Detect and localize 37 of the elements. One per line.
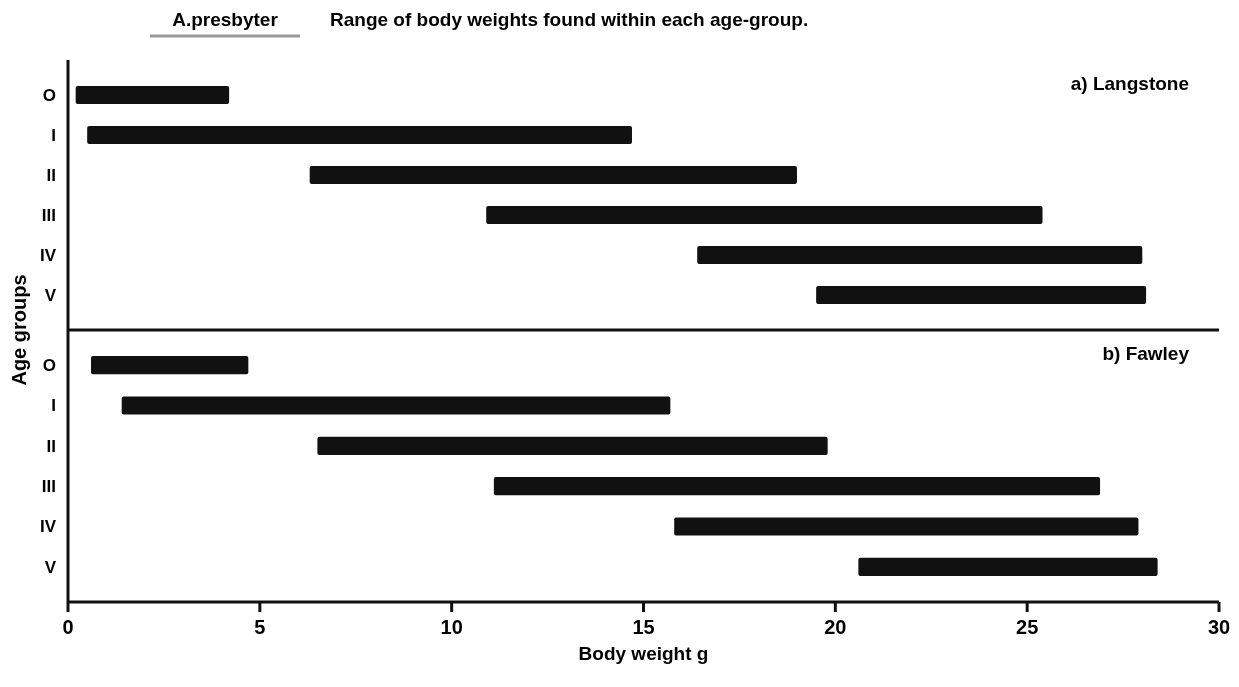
bar [486, 206, 1043, 224]
y-tick-label: O [42, 85, 56, 105]
y-axis-title: Age groups [8, 274, 30, 386]
y-tick-label: IV [39, 517, 57, 537]
bar [121, 396, 671, 415]
chart-subtitle: Range of body weights found within each age-group. [330, 9, 809, 30]
chart-title: A.presbyter [172, 9, 279, 30]
bar [697, 246, 1143, 264]
y-tick-label: O [42, 356, 56, 376]
x-tick-label: 20 [824, 616, 847, 638]
bar [75, 86, 230, 104]
x-tick-label: 0 [62, 616, 74, 638]
bar [87, 126, 632, 144]
y-tick-label: IV [39, 245, 57, 265]
x-tick-label: 15 [632, 616, 655, 638]
y-tick-label: II [46, 165, 56, 185]
y-tick-label: I [51, 396, 56, 416]
bar [91, 356, 249, 375]
y-tick-label: V [44, 285, 57, 305]
bar [858, 557, 1158, 576]
x-tick-label: 5 [254, 616, 266, 638]
bar [816, 286, 1147, 304]
y-tick-label: V [44, 557, 57, 577]
bar [309, 166, 797, 184]
bar [493, 477, 1101, 496]
y-tick-label: III [41, 477, 56, 497]
x-tick-label: 10 [440, 616, 463, 638]
x-tick-label: 25 [1016, 616, 1039, 638]
x-axis-title: Body weight g [578, 643, 709, 664]
bar [674, 517, 1139, 536]
annotation: b) Fawley [1102, 343, 1190, 364]
y-tick-label: III [41, 205, 56, 225]
x-tick-label: 30 [1207, 616, 1231, 638]
annotation: a) Langstone [1070, 73, 1189, 94]
y-tick-label: I [51, 125, 56, 145]
y-tick-label: II [46, 436, 56, 456]
bar [317, 436, 828, 455]
